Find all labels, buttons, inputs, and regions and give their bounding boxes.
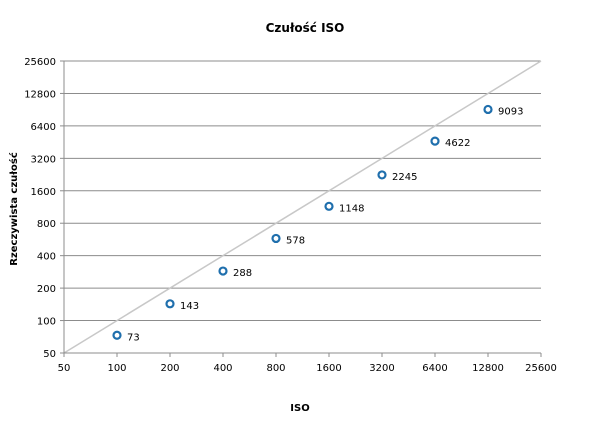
x-tick-label: 50 [58, 363, 71, 374]
data-point [324, 201, 334, 211]
data-point [483, 104, 493, 115]
data-point [430, 136, 440, 146]
x-tick-label: 1600 [316, 363, 341, 374]
x-axis-title: ISO [290, 403, 309, 414]
data-point [218, 266, 228, 276]
y-tick-label: 12800 [24, 89, 56, 100]
y-tick-label: 25600 [24, 57, 56, 68]
data-label: 288 [233, 268, 252, 279]
gridlines [64, 60, 541, 322]
y-tick-label: 50 [43, 349, 56, 360]
data-point [165, 299, 175, 309]
data-label: 578 [286, 235, 305, 246]
y-tick-label: 200 [37, 284, 56, 295]
x-tick-label: 12800 [472, 363, 504, 374]
chart-title: Czułość ISO [266, 21, 345, 35]
x-tick-label: 3200 [369, 363, 394, 374]
x-tick-label: 400 [213, 363, 232, 374]
data-label: 2245 [392, 172, 417, 183]
y-tick-labels: 50 100 200 400 800 1600 3200 6400 12800 25600 [24, 57, 56, 360]
data-label: 1148 [339, 203, 364, 214]
y-tick-label: 800 [37, 219, 56, 230]
data-point [271, 233, 281, 244]
data-points [112, 104, 493, 340]
y-tick-label: 1600 [31, 187, 56, 198]
y-tick-label: 6400 [31, 122, 56, 133]
data-point [112, 330, 122, 340]
reference-line [63, 60, 542, 354]
data-label: 9093 [498, 106, 523, 117]
data-labels: 73 143 288 578 1148 2245 4622 9093 [127, 106, 523, 343]
data-label: 73 [127, 332, 140, 343]
x-tick-label: 200 [160, 363, 179, 374]
data-label: 143 [180, 301, 199, 312]
y-tick-label: 100 [37, 317, 56, 328]
x-tick-label: 100 [107, 363, 126, 374]
y-tick-label: 3200 [31, 154, 56, 165]
data-label: 4622 [445, 138, 470, 149]
reference-line-group [63, 60, 542, 354]
data-point [377, 170, 387, 180]
x-tick-label: 25600 [525, 363, 557, 374]
y-tick-label: 400 [37, 252, 56, 263]
x-tick-label: 800 [266, 363, 285, 374]
x-tick-label: 6400 [422, 363, 447, 374]
y-axis-title: Rzeczywista czułość [8, 152, 20, 266]
axes [60, 60, 542, 357]
x-tick-labels: 50 100 200 400 800 1600 3200 6400 12800 25600 [58, 363, 557, 374]
